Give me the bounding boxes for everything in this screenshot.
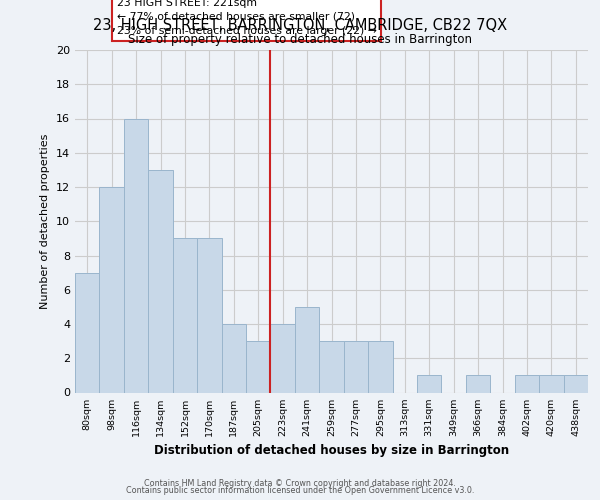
Text: Contains HM Land Registry data © Crown copyright and database right 2024.: Contains HM Land Registry data © Crown c… — [144, 478, 456, 488]
Bar — [75, 272, 100, 392]
Text: 23 HIGH STREET: 221sqm
← 77% of detached houses are smaller (72)
23% of semi-det: 23 HIGH STREET: 221sqm ← 77% of detached… — [116, 0, 376, 36]
Y-axis label: Number of detached properties: Number of detached properties — [40, 134, 50, 309]
Text: 23, HIGH STREET, BARRINGTON, CAMBRIDGE, CB22 7QX: 23, HIGH STREET, BARRINGTON, CAMBRIDGE, … — [93, 18, 507, 32]
Text: Contains public sector information licensed under the Open Government Licence v3: Contains public sector information licen… — [126, 486, 474, 495]
Bar — [368, 341, 392, 392]
Bar — [295, 307, 319, 392]
Bar — [344, 341, 368, 392]
Bar — [271, 324, 295, 392]
Bar — [515, 376, 539, 392]
Bar — [246, 341, 271, 392]
Bar — [563, 376, 588, 392]
Bar — [319, 341, 344, 392]
Bar — [466, 376, 490, 392]
Bar — [417, 376, 442, 392]
X-axis label: Distribution of detached houses by size in Barrington: Distribution of detached houses by size … — [154, 444, 509, 457]
Bar — [197, 238, 221, 392]
Bar — [148, 170, 173, 392]
Bar — [539, 376, 563, 392]
Bar — [100, 187, 124, 392]
Text: Size of property relative to detached houses in Barrington: Size of property relative to detached ho… — [128, 32, 472, 46]
Bar — [124, 118, 148, 392]
Bar — [173, 238, 197, 392]
Bar — [221, 324, 246, 392]
